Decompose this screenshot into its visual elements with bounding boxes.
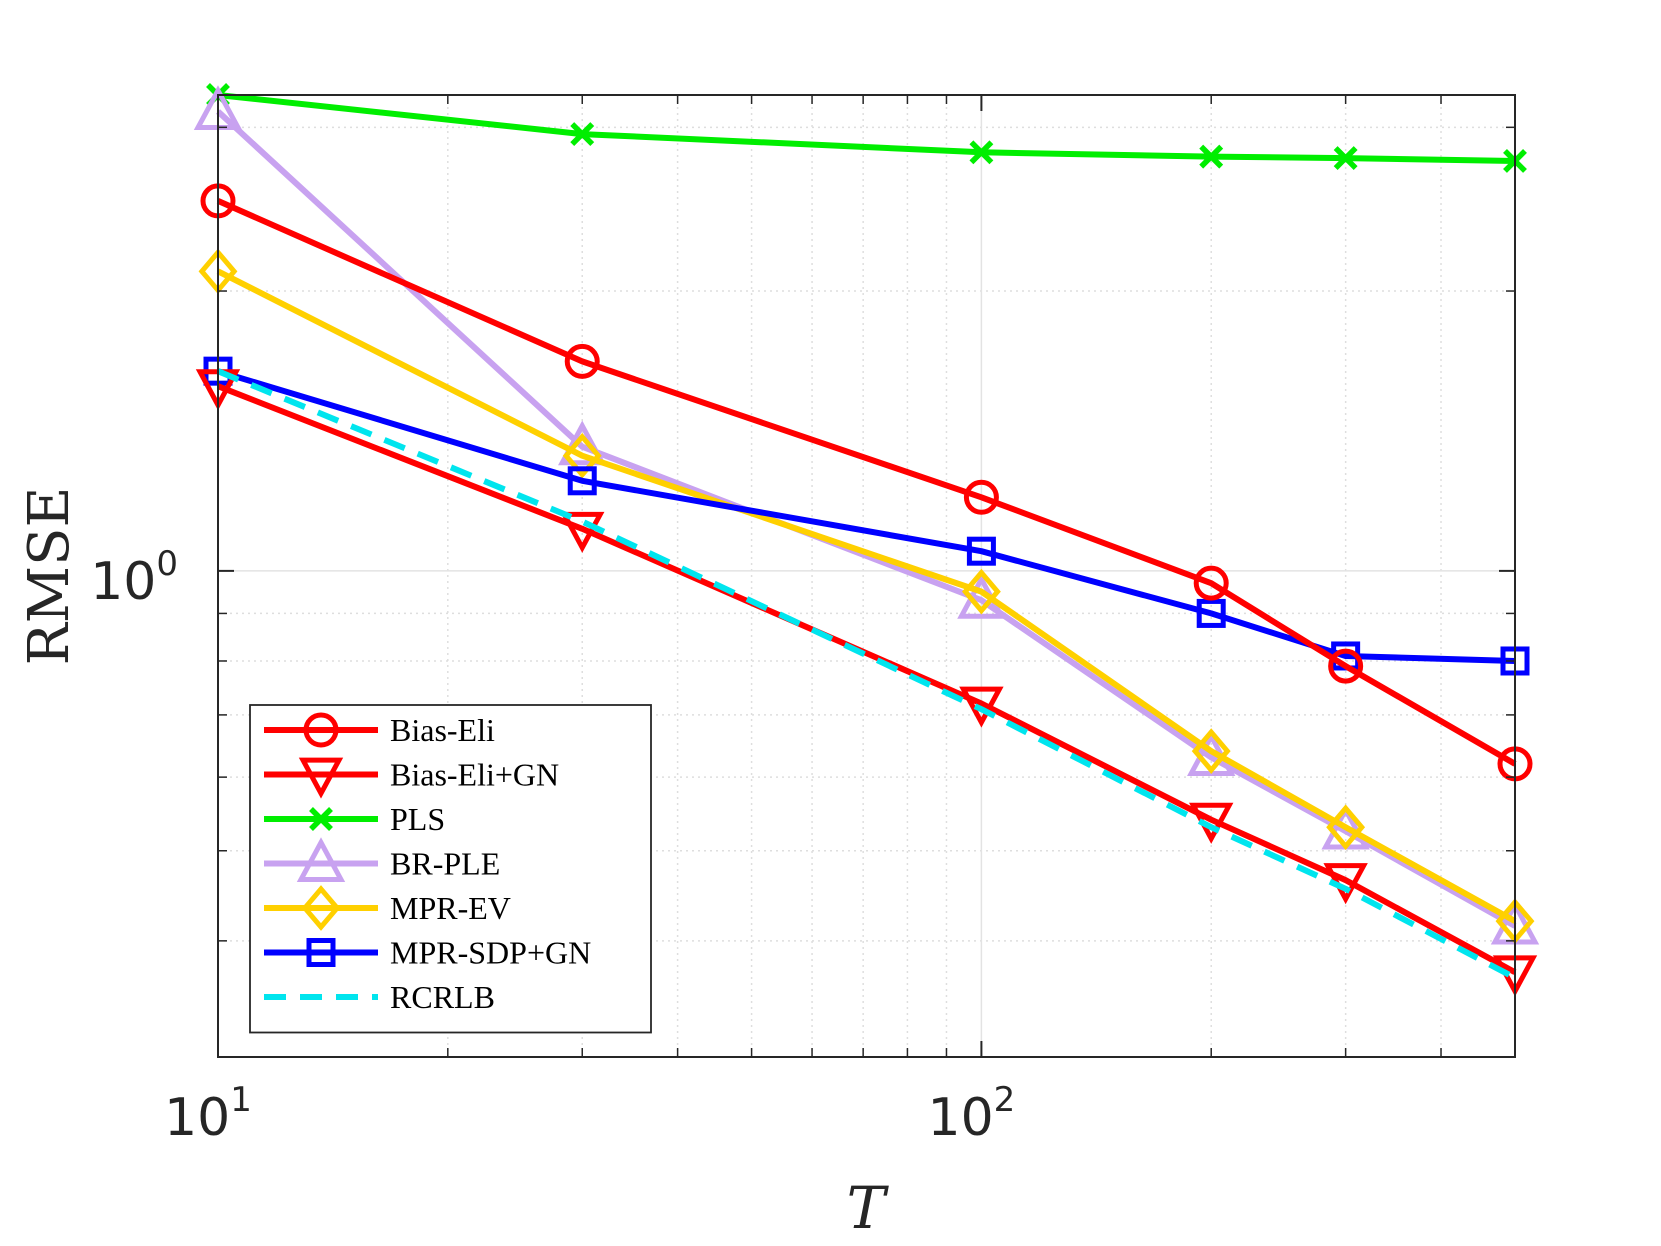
series-line-bias-eli-gn: [216, 383, 1517, 975]
series-line-pls: [217, 92, 1516, 164]
data-point-bias-eli-gn: [560, 511, 605, 553]
data-point-mpr-sdp-gn: [567, 466, 597, 496]
series-line-mpr-sdp-gn: [217, 368, 1516, 664]
plot-frame: [217, 94, 1516, 1058]
data-point-mpr-sdp-gn: [1196, 598, 1226, 628]
series-line-bias-eli: [216, 198, 1517, 767]
data-point-bias-eli: [564, 343, 600, 379]
data-point-mpr-ev: [1326, 804, 1366, 851]
series-line-br-ple: [215, 109, 1517, 929]
data-point-bias-eli: [1328, 648, 1364, 684]
legend-label-rcrlb: RCRLB: [390, 979, 495, 1015]
data-point-mpr-ev: [961, 568, 1001, 615]
legend-label-bias-eli: Bias-Eli: [390, 712, 495, 748]
series-line-mpr-ev: [216, 268, 1517, 924]
legend-label-mpr-sdp-gn: MPR-SDP+GN: [390, 935, 591, 971]
x-tick-label: 101: [164, 1080, 252, 1148]
x-axis-label: T: [847, 1174, 890, 1242]
legend-marker-mpr-sdp-gn: [306, 938, 336, 967]
data-point-mpr-ev: [562, 432, 602, 479]
data-point-bias-eli: [963, 479, 999, 515]
legend-marker-bias-eli-gn: [298, 757, 344, 799]
series-bias-eli: [200, 183, 1533, 782]
x-tick-label: 102: [927, 1080, 1015, 1148]
series-mpr-ev: [198, 248, 1535, 945]
y-axis-label: RMSE: [17, 487, 82, 666]
y-tick-label: 100: [90, 544, 178, 612]
data-point-pls: [969, 140, 994, 165]
series-rcrlb: [216, 368, 1517, 981]
legend-label-bias-eli-gn: Bias-Eli+GN: [390, 757, 559, 793]
data-point-pls: [1333, 146, 1358, 171]
data-point-mpr-sdp-gn: [966, 536, 996, 566]
data-point-br-ple: [558, 420, 607, 466]
series-line-rcrlb: [216, 368, 1517, 981]
legend-label-br-ple: BR-PLE: [390, 846, 500, 882]
data-point-pls: [570, 122, 595, 147]
legend-label-mpr-ev: MPR-EV: [390, 890, 511, 926]
series-layer: [193, 83, 1540, 997]
axis-ticks: [217, 95, 1516, 1058]
legend-marker-mpr-ev: [301, 885, 341, 931]
data-point-bias-eli-gn: [959, 686, 1004, 728]
legend-marker-br-ple: [296, 837, 346, 882]
legend-marker-bias-eli: [303, 712, 339, 748]
legend: Bias-Eli Bias-Eli+GN PLS BR-PLE MPR-EV MPR-SD…: [249, 704, 652, 1034]
legend-box: [249, 704, 652, 1034]
data-point-pls: [1199, 144, 1224, 169]
legend-label-pls: PLS: [390, 801, 445, 837]
tick-labels: 101 102 100: [90, 544, 1015, 1148]
data-point-mpr-ev: [1191, 728, 1231, 774]
data-point-bias-eli: [1193, 565, 1229, 601]
legend-marker-pls: [309, 807, 333, 831]
